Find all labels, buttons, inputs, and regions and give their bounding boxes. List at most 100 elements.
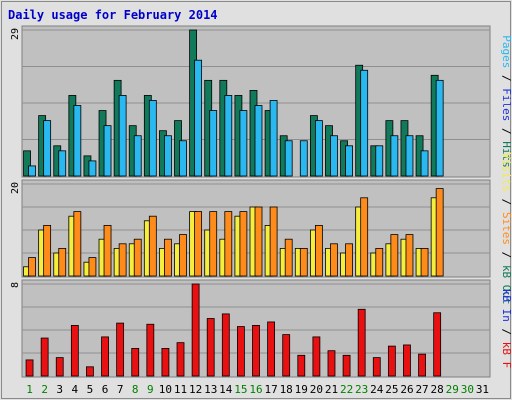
bar-kb-f-day-23 (357, 308, 366, 377)
x-tick-label-day-18: 18 (280, 383, 293, 396)
bar-sites-day-1 (28, 257, 36, 277)
panel-top-legend: Pages / Files / Hits (500, 35, 512, 168)
x-tick-label-day-26: 26 (400, 383, 413, 396)
bar-kb-f-day-17 (267, 321, 275, 377)
bar-sites-day-26 (405, 234, 414, 277)
bar-sites-day-16 (254, 206, 263, 277)
panel-top: 29 Pages / Files / Hits (10, 25, 512, 178)
bar-files-day-10 (164, 135, 172, 177)
bar-files-day-2 (43, 120, 52, 177)
bar-files-day-9 (148, 100, 157, 177)
bar-files-day-5 (88, 160, 97, 177)
bar-files-day-25 (390, 135, 399, 177)
x-tick-label-day-1: 1 (26, 383, 33, 396)
x-tick-label-day-30: 30 (461, 383, 474, 396)
bar-sites-day-17 (269, 206, 278, 277)
bar-sites-day-19 (299, 247, 308, 277)
bar-sites-day-24 (375, 247, 384, 277)
chart-title: Daily usage for February 2014 (8, 8, 218, 22)
legend-hits: Hits (500, 141, 512, 168)
bar-hits-day-1 (23, 150, 31, 177)
x-tick-label-day-4: 4 (72, 383, 79, 396)
legend-separator: / (500, 121, 512, 141)
bar-files-day-11 (179, 140, 187, 177)
x-tick-label-day-2: 2 (41, 383, 48, 396)
bar-kb-f-day-20 (312, 336, 321, 377)
bar-kb-f-day-7 (116, 322, 125, 377)
x-tick-label-day-21: 21 (325, 383, 338, 396)
bar-kb-f-day-13 (206, 318, 215, 377)
x-tick-label-day-9: 9 (147, 383, 154, 396)
panel-middle-ymax-label: 20 (10, 182, 21, 194)
panel-middle: 20 Visits / Sites / kB Out (10, 152, 512, 304)
bar-kb-f-day-12 (191, 283, 200, 377)
x-tick-label-day-22: 22 (340, 383, 353, 396)
panel-middle-legend: Visits / Sites / kB Out (500, 152, 512, 304)
legend-kb-in: kB In (500, 289, 512, 322)
x-tick-label-day-31: 31 (476, 383, 489, 396)
legend-separator: / (500, 68, 512, 88)
bar-kb-f-day-27 (418, 353, 426, 377)
bar-kb-f-day-4 (70, 324, 79, 377)
bar-kb-f-day-25 (387, 345, 396, 377)
x-tick-label-day-25: 25 (385, 383, 398, 396)
x-tick-label-day-29: 29 (446, 383, 459, 396)
bar-sites-day-6 (103, 224, 112, 277)
bar-files-day-17 (269, 100, 278, 177)
legend-sites: Sites (500, 212, 512, 245)
x-tick-label-day-20: 20 (310, 383, 323, 396)
bar-kb-f-day-22 (342, 354, 351, 377)
bar-files-day-20 (314, 120, 323, 177)
bar-sites-day-2 (43, 224, 52, 277)
bar-files-day-15 (239, 110, 248, 177)
bar-sites-day-28 (435, 188, 444, 277)
x-tick-label-day-15: 15 (234, 383, 247, 396)
bar-files-day-16 (254, 105, 263, 177)
x-tick-label-day-7: 7 (117, 383, 124, 396)
bar-files-day-8 (133, 135, 142, 177)
bar-kb-f-day-10 (161, 347, 170, 377)
bar-sites-day-20 (314, 224, 323, 277)
bar-sites-day-4 (73, 211, 82, 277)
bar-files-day-6 (103, 125, 112, 177)
bar-files-day-22 (345, 145, 353, 177)
bar-sites-day-15 (239, 211, 248, 277)
panel-bottom: 8 kB In / kB F (10, 279, 512, 378)
x-tick-label-day-17: 17 (264, 383, 277, 396)
bar-sites-day-12 (194, 211, 203, 277)
bar-files-day-24 (375, 145, 384, 177)
bar-files-day-1 (28, 165, 36, 177)
x-tick-label-day-13: 13 (204, 383, 217, 396)
x-tick-label-day-19: 19 (295, 383, 308, 396)
bar-sites-day-7 (118, 243, 127, 277)
bar-kb-f-day-24 (372, 357, 381, 377)
bar-kb-f-day-16 (252, 324, 260, 377)
bar-kb-f-day-5 (86, 366, 94, 377)
bar-files-day-3 (58, 150, 67, 177)
bar-files-day-13 (209, 110, 218, 177)
bar-sites-day-13 (209, 211, 218, 277)
x-tick-label-day-10: 10 (159, 383, 172, 396)
bar-sites-day-22 (345, 243, 353, 277)
bar-kb-f-day-6 (101, 336, 109, 377)
panel-bottom-legend: kB In / kB F (500, 289, 512, 369)
x-tick-label-day-12: 12 (189, 383, 202, 396)
bar-kb-f-day-8 (131, 347, 140, 377)
bar-kb-f-day-9 (146, 323, 155, 377)
bar-kb-f-day-19 (297, 354, 306, 377)
x-tick-label-day-14: 14 (219, 383, 233, 396)
bar-sites-day-10 (164, 238, 172, 277)
bar-files-day-26 (405, 135, 414, 177)
bar-files-day-18 (284, 140, 293, 177)
panels-group: 29 Pages / Files / Hits 20 Visits / Sites /… (10, 25, 512, 378)
bar-kb-f-day-26 (403, 344, 411, 377)
bar-sites-day-27 (420, 247, 429, 277)
legend-separator: / (500, 322, 512, 342)
bar-sites-day-14 (224, 211, 233, 277)
bar-sites-day-18 (284, 238, 293, 277)
x-tick-label-day-27: 27 (415, 383, 428, 396)
bar-files-day-21 (330, 135, 338, 177)
legend-separator: / (500, 245, 512, 265)
